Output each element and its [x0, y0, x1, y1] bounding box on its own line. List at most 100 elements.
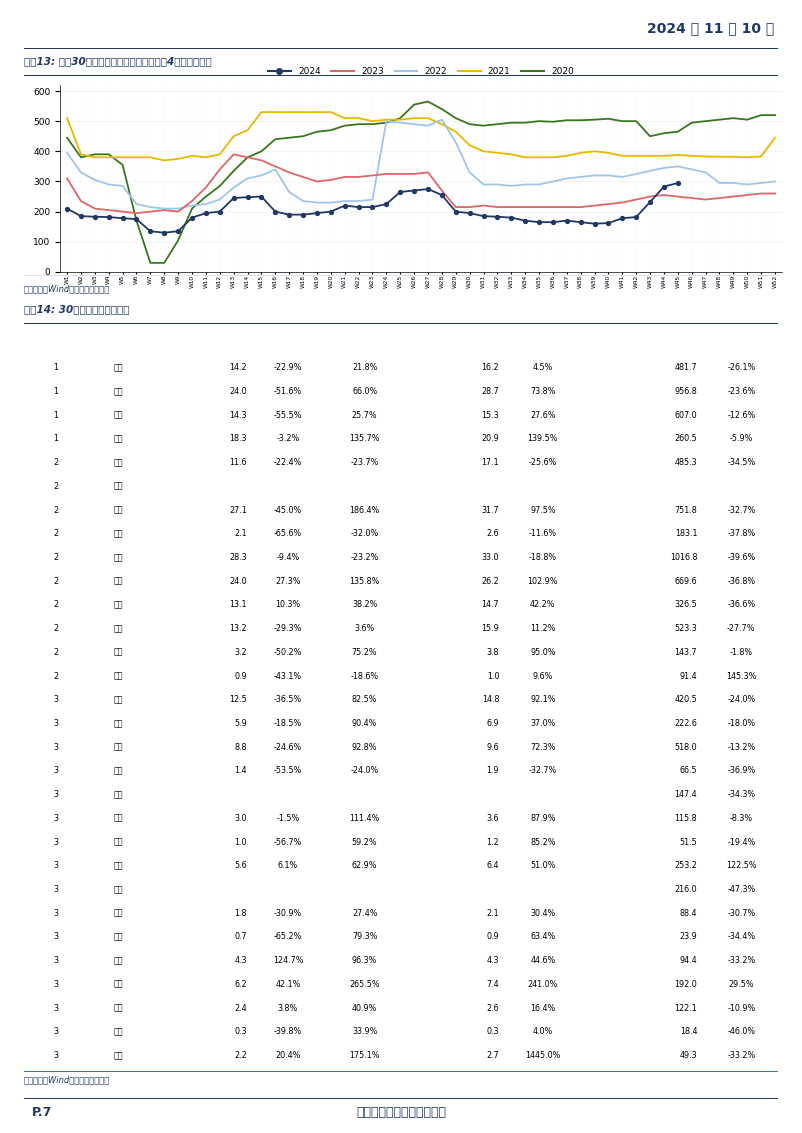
Text: 24.0: 24.0 [229, 387, 247, 397]
2024 [492, 210, 502, 223]
Text: 佛山: 佛山 [114, 696, 124, 705]
Text: 4.3: 4.3 [234, 956, 247, 965]
Text: -27.7%: -27.7% [727, 624, 755, 633]
Text: 66.5: 66.5 [679, 766, 697, 775]
Text: 扬州: 扬州 [114, 813, 124, 823]
Text: -34.5%: -34.5% [727, 458, 755, 467]
Text: 92.1%: 92.1% [530, 696, 556, 705]
2020 [465, 118, 475, 131]
Text: 2: 2 [53, 577, 59, 586]
2022 [118, 179, 128, 193]
Text: -33.2%: -33.2% [727, 956, 755, 965]
Text: 1.0: 1.0 [487, 672, 500, 681]
Text: 芜湖: 芜湖 [114, 980, 124, 989]
Line: 2022: 2022 [67, 120, 775, 208]
2021 [160, 154, 169, 168]
2021 [770, 131, 780, 145]
Text: 222.6: 222.6 [674, 719, 697, 729]
Text: 29.5%: 29.5% [728, 980, 754, 989]
Text: 26.2: 26.2 [481, 577, 500, 586]
Text: 14.7: 14.7 [482, 600, 500, 610]
Text: 2.4: 2.4 [234, 1004, 247, 1013]
2023 [465, 201, 475, 214]
Text: -32.7%: -32.7% [529, 766, 557, 775]
Text: 27.6%: 27.6% [530, 411, 556, 419]
Text: 111.4%: 111.4% [350, 813, 380, 823]
Text: 66.0%: 66.0% [352, 387, 377, 397]
Text: 102.9%: 102.9% [528, 577, 558, 586]
Text: 73.8%: 73.8% [530, 387, 556, 397]
Text: 1.2: 1.2 [487, 837, 500, 846]
Text: 1: 1 [53, 364, 58, 373]
Text: 3: 3 [53, 1051, 58, 1060]
Text: 济南: 济南 [114, 624, 124, 633]
2020 [520, 116, 530, 129]
Text: 12.5: 12.5 [229, 696, 247, 705]
2024 [63, 202, 72, 215]
2022 [326, 196, 335, 210]
Text: -32.7%: -32.7% [727, 505, 755, 514]
2020 [548, 114, 557, 128]
Text: 3: 3 [53, 790, 58, 799]
Text: 216.0: 216.0 [674, 885, 697, 894]
Text: 79.3%: 79.3% [352, 932, 378, 942]
Text: -55.5%: -55.5% [273, 411, 302, 419]
Text: 0.9: 0.9 [234, 672, 247, 681]
Text: 大连: 大连 [114, 672, 124, 681]
2021 [548, 151, 557, 164]
Text: -36.5%: -36.5% [273, 696, 302, 705]
Text: 2024 年 11 月 10 日: 2024 年 11 月 10 日 [646, 20, 774, 35]
2022 [520, 178, 530, 191]
Text: 5.6: 5.6 [234, 861, 247, 870]
Text: 3: 3 [53, 980, 58, 989]
Text: 135.7%: 135.7% [350, 434, 380, 443]
Text: 福州: 福州 [114, 648, 124, 657]
Text: 669.6: 669.6 [674, 577, 697, 586]
2022 [160, 202, 169, 215]
Text: 9.6%: 9.6% [533, 672, 553, 681]
Text: 3: 3 [53, 956, 58, 965]
Text: -45.0%: -45.0% [273, 505, 302, 514]
Text: -25.6%: -25.6% [529, 458, 557, 467]
Text: 13.2: 13.2 [229, 624, 247, 633]
Text: 2.6: 2.6 [487, 529, 500, 538]
Text: 0.7: 0.7 [234, 932, 247, 942]
Text: -30.7%: -30.7% [727, 909, 755, 918]
Text: 3: 3 [53, 932, 58, 942]
2024 [118, 212, 128, 225]
Text: 31.7: 31.7 [482, 505, 500, 514]
Text: 518.0: 518.0 [674, 743, 697, 751]
Text: 139.5%: 139.5% [528, 434, 558, 443]
Text: 420.5: 420.5 [674, 696, 697, 705]
Text: 宁波: 宁波 [114, 529, 124, 538]
Text: 192.0: 192.0 [674, 980, 697, 989]
Text: -1.8%: -1.8% [730, 648, 753, 657]
Text: -39.6%: -39.6% [727, 553, 755, 562]
Text: 3: 3 [53, 813, 58, 823]
Text: 122.1: 122.1 [674, 1004, 697, 1013]
Text: -34.3%: -34.3% [727, 790, 755, 799]
2022 [770, 174, 780, 188]
Text: -39.8%: -39.8% [273, 1028, 302, 1037]
Text: 3.2: 3.2 [234, 648, 247, 657]
Text: -18.6%: -18.6% [350, 672, 379, 681]
Text: 请仔细阅读本报告末页声明: 请仔细阅读本报告末页声明 [356, 1106, 446, 1119]
Text: 147.4: 147.4 [674, 790, 697, 799]
Text: -18.8%: -18.8% [529, 553, 557, 562]
2024 [395, 185, 405, 198]
Text: 莆田: 莆田 [114, 932, 124, 942]
Text: -33.2%: -33.2% [727, 1051, 755, 1060]
Text: 59.2%: 59.2% [352, 837, 378, 846]
Text: 泰安: 泰安 [114, 956, 124, 965]
2023 [132, 206, 141, 220]
Text: -8.3%: -8.3% [730, 813, 753, 823]
Text: 6.2: 6.2 [234, 980, 247, 989]
Text: -23.2%: -23.2% [350, 553, 379, 562]
Text: -53.5%: -53.5% [273, 766, 302, 775]
Text: 2.7: 2.7 [487, 1051, 500, 1060]
Text: 27.3%: 27.3% [275, 577, 301, 586]
Text: 4.0%: 4.0% [533, 1028, 553, 1037]
Text: 253.2: 253.2 [674, 861, 697, 870]
Text: 0.9: 0.9 [487, 932, 500, 942]
Text: 今年45周累计成
交（万方）: 今年45周累计成 交（万方） [622, 332, 662, 350]
